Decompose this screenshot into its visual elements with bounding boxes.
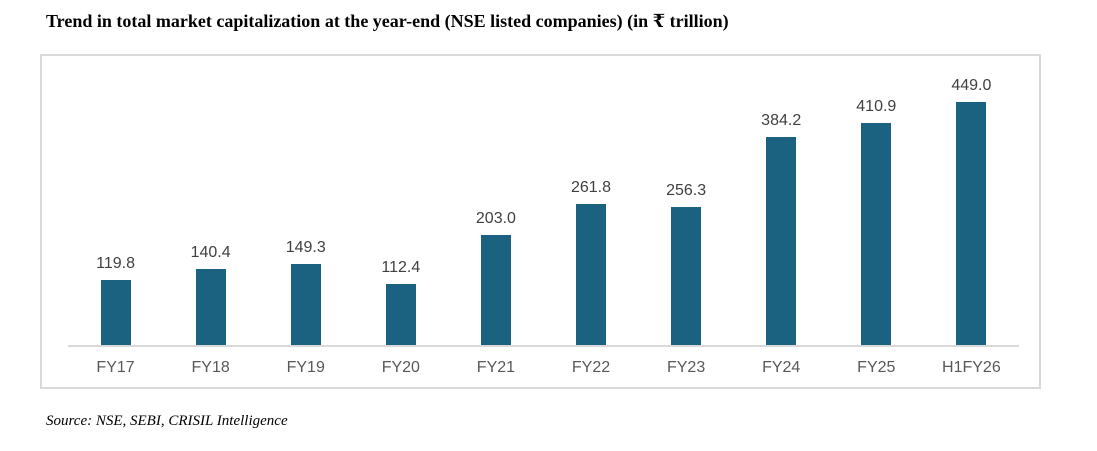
bar-value-label: 119.8 — [96, 255, 135, 272]
plot-area: 119.8 140.4 149.3 112.4 203.0 261.8 256.3 384.2… — [68, 56, 1019, 347]
bar-column: 119.8 — [68, 255, 163, 345]
bar — [861, 123, 892, 345]
bar-column: 410.9 — [829, 98, 924, 345]
bar-value-label: 384.2 — [761, 112, 802, 129]
bar-value-label: 449.0 — [951, 77, 992, 94]
bar-column: 140.4 — [163, 244, 258, 345]
bar — [766, 137, 797, 345]
bar-value-label: 149.3 — [285, 239, 326, 256]
x-axis-tick-label: FY19 — [286, 359, 325, 376]
x-axis-tick-label: FY23 — [666, 359, 706, 376]
x-axis-tick-label: FY17 — [96, 359, 135, 376]
bar-value-label: 256.3 — [666, 182, 707, 199]
x-axis-tick-label: FY22 — [571, 359, 611, 376]
chart-panel: 119.8 140.4 149.3 112.4 203.0 261.8 256.3 384.2… — [40, 54, 1041, 389]
x-axis: FY17 FY18 FY19 FY20 FY21 FY22 FY23 FY24 FY25 H1FY… — [68, 359, 1019, 377]
x-axis-tick-label: FY21 — [476, 359, 516, 376]
bar-column: 149.3 — [258, 239, 353, 345]
bar — [385, 284, 416, 345]
x-axis-tick-label: H1FY26 — [942, 359, 1001, 376]
bar — [671, 207, 702, 345]
bar — [195, 269, 226, 345]
x-axis-tick-label: FY25 — [857, 359, 896, 376]
bar-value-label: 140.4 — [190, 244, 231, 261]
bar — [956, 102, 987, 345]
bar-value-label: 261.8 — [570, 179, 612, 196]
bar — [290, 264, 321, 345]
bar-column: 449.0 — [924, 77, 1019, 345]
bar — [100, 280, 131, 345]
bar-column: 203.0 — [448, 210, 543, 345]
bar-value-label: 410.9 — [856, 98, 897, 115]
bar-value-label: 203.0 — [475, 210, 516, 227]
source-note: Source: NSE, SEBI, CRISIL Intelligence — [46, 413, 288, 429]
bar-column: 112.4 — [353, 259, 448, 345]
x-axis-tick-label: FY18 — [191, 359, 230, 376]
bar-column: 256.3 — [639, 182, 734, 345]
bar-column: 384.2 — [734, 112, 829, 345]
bar-column: 261.8 — [543, 179, 638, 345]
x-axis-tick-label: FY24 — [762, 359, 801, 376]
page-title: Trend in total market capitalization at … — [46, 11, 729, 31]
x-axis-tick-label: FY20 — [381, 359, 420, 376]
bar — [480, 235, 511, 345]
bar — [576, 204, 607, 345]
bar-value-label: 112.4 — [381, 259, 421, 276]
